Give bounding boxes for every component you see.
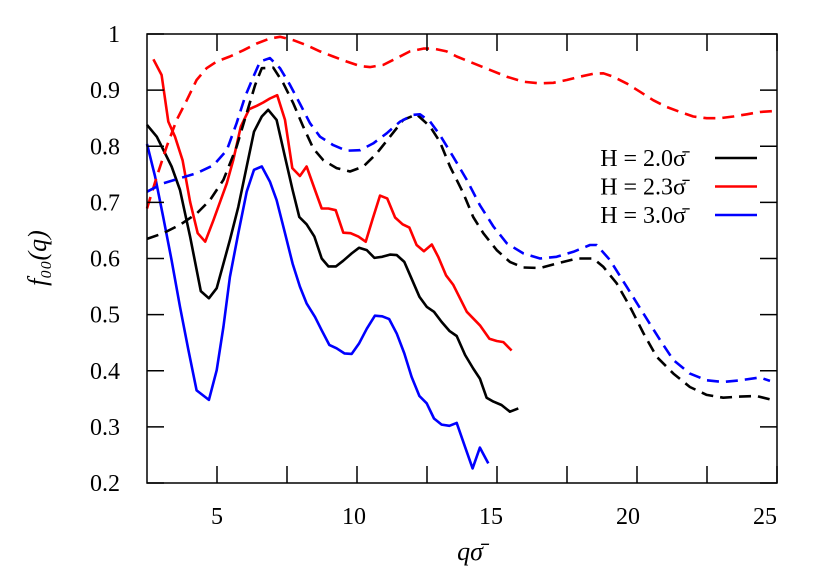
- x-tick-label: 15: [479, 504, 503, 530]
- series-line-1: [152, 58, 513, 352]
- x-tick-label: 25: [753, 504, 777, 530]
- y-tick-label: 0.9: [90, 78, 120, 104]
- x-tick-label: 20: [616, 504, 640, 530]
- x-tick-label: 10: [342, 504, 366, 530]
- series-line-4-dashed: [145, 35, 778, 209]
- series-line-3-dashed: [146, 66, 771, 401]
- y-tick-label: 0.6: [90, 247, 120, 273]
- series-line-2: [145, 143, 490, 470]
- legend-label: H = 2.3σ̄: [600, 175, 690, 201]
- legend-label: H = 2.0σ̄: [600, 146, 690, 172]
- y-tick-label: 0.5: [90, 303, 120, 329]
- legend: H = 2.0σ̄ H = 2.3σ̄H = 3.0σ̄: [600, 146, 757, 229]
- y-tick-label: 0.8: [90, 134, 120, 160]
- series-line-0: [145, 108, 519, 414]
- y-tick-label: 1: [108, 22, 120, 48]
- series-line-5-dashed: [146, 56, 771, 384]
- y-tick-label: 0.7: [90, 190, 120, 216]
- plot-frame: [146, 33, 778, 484]
- legend-label: H = 3.0σ̄: [600, 203, 690, 229]
- x-axis-label: qσ̄: [457, 537, 490, 566]
- x-tick-label: 5: [211, 504, 223, 530]
- y-axis-label: f₀₀(q): [23, 230, 52, 286]
- y-tick-label: 0.2: [90, 471, 120, 497]
- y-tick-label: 0.3: [90, 415, 120, 441]
- ticks-layer: 5 10 15 20 25 0.2 0.3 0.4 0.5 0.6 0.7 0.8 0.9 1: [90, 22, 778, 530]
- series-layer: [145, 35, 778, 470]
- y-tick-label: 0.4: [90, 359, 120, 385]
